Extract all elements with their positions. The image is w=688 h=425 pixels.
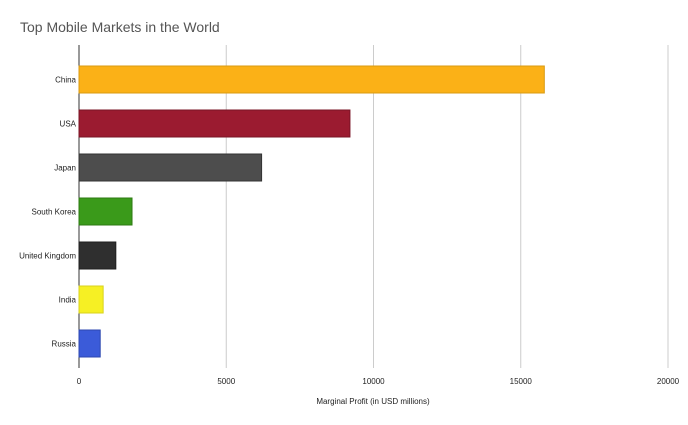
category-label: South Korea bbox=[32, 208, 77, 217]
category-label: Japan bbox=[54, 164, 76, 173]
category-label: India bbox=[59, 296, 77, 305]
category-label: China bbox=[55, 76, 76, 85]
bars bbox=[78, 65, 545, 358]
x-tick-label: 15000 bbox=[510, 377, 533, 386]
bar-india bbox=[78, 285, 104, 314]
bar-south-korea bbox=[78, 197, 133, 226]
x-tick-label: 5000 bbox=[217, 377, 235, 386]
gridlines bbox=[225, 45, 669, 368]
x-tick-label: 20000 bbox=[657, 377, 680, 386]
category-labels: China USA Japan South Korea United Kingdom In… bbox=[19, 76, 77, 349]
bar-china bbox=[78, 65, 545, 94]
x-axis-title: Marginal Profit (in USD millions) bbox=[316, 397, 430, 406]
bar-russia bbox=[78, 329, 101, 358]
category-label: USA bbox=[60, 120, 77, 129]
x-tick-label: 0 bbox=[77, 377, 82, 386]
category-label: Russia bbox=[52, 340, 77, 349]
x-tick-label: 10000 bbox=[362, 377, 385, 386]
category-label: United Kingdom bbox=[19, 252, 76, 261]
bar-japan bbox=[78, 153, 263, 182]
chart-title: Top Mobile Markets in the World bbox=[20, 19, 220, 35]
bar-united-kingdom bbox=[78, 241, 117, 270]
bar-usa bbox=[78, 109, 351, 138]
x-tick-labels: 0 5000 10000 15000 20000 bbox=[77, 377, 680, 386]
